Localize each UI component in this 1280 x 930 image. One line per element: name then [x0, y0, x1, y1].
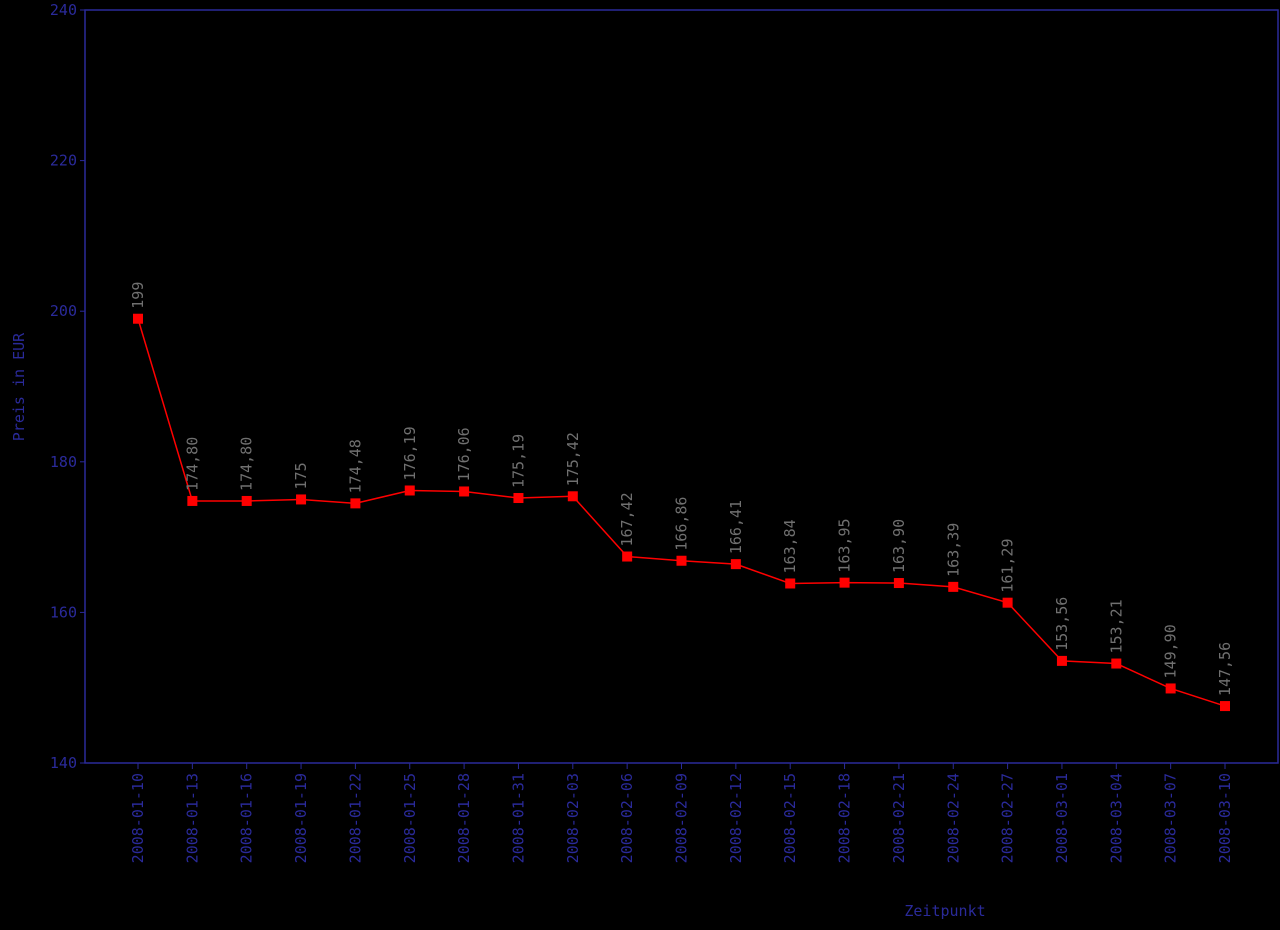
marker [730, 559, 741, 570]
data-label: 174,80 [238, 437, 256, 491]
marker [948, 581, 959, 592]
data-label: 175,42 [564, 432, 582, 486]
x-tick-label: 2008-02-27 [999, 773, 1017, 863]
data-label: 176,06 [455, 427, 473, 481]
data-label: 166,41 [727, 500, 745, 554]
data-label: 174,48 [346, 439, 364, 493]
marker [676, 555, 687, 566]
marker [567, 491, 578, 502]
data-label: 175,19 [509, 434, 527, 488]
marker [404, 485, 415, 496]
x-tick-label: 2008-03-04 [1107, 773, 1125, 863]
marker [459, 486, 470, 497]
x-tick-label: 2008-02-09 [673, 773, 691, 863]
data-label: 176,19 [401, 426, 419, 480]
x-tick-label: 2008-01-28 [455, 773, 473, 863]
marker [785, 578, 796, 589]
y-tick-label: 140 [50, 754, 77, 772]
x-tick-label: 2008-01-10 [129, 773, 147, 863]
x-tick-label: 2008-01-22 [346, 773, 364, 863]
marker [1165, 683, 1176, 694]
x-tick-label: 2008-01-25 [401, 773, 419, 863]
x-tick-label: 2008-03-07 [1162, 773, 1180, 863]
y-tick-label: 160 [50, 603, 77, 621]
marker [1111, 658, 1122, 669]
marker [622, 551, 633, 562]
data-label: 174,80 [183, 437, 201, 491]
y-tick-label: 220 [50, 152, 77, 170]
y-axis-title: Preis in EUR [10, 332, 28, 441]
x-tick-label: 2008-03-10 [1216, 773, 1234, 863]
data-label: 163,39 [944, 523, 962, 577]
x-tick-label: 2008-01-19 [292, 773, 310, 863]
x-tick-label: 2008-01-16 [238, 773, 256, 863]
x-tick-label: 2008-02-06 [618, 773, 636, 863]
x-tick-label: 2008-01-13 [183, 773, 201, 863]
x-tick-label: 2008-01-31 [509, 773, 527, 863]
plot-frame [84, 9, 1279, 764]
marker [1002, 597, 1013, 608]
x-tick-label: 2008-02-18 [836, 773, 854, 863]
x-tick-label: 2008-02-15 [781, 773, 799, 863]
data-label: 163,95 [836, 518, 854, 572]
x-tick-label: 2008-02-03 [564, 773, 582, 863]
data-label: 153,56 [1053, 597, 1071, 651]
data-label: 166,86 [673, 497, 691, 551]
x-tick-label: 2008-02-24 [944, 773, 962, 863]
data-label: 161,29 [999, 538, 1017, 592]
data-label: 153,21 [1107, 599, 1125, 653]
data-label: 147,56 [1216, 642, 1234, 696]
data-label: 199 [129, 282, 147, 309]
y-tick-label: 200 [50, 302, 77, 320]
marker [1056, 655, 1067, 666]
marker [893, 578, 904, 589]
x-axis-title: Zeitpunkt [904, 902, 985, 920]
data-label: 149,90 [1162, 624, 1180, 678]
data-label: 163,90 [890, 519, 908, 573]
x-tick-label: 2008-03-01 [1053, 773, 1071, 863]
x-tick-label: 2008-02-12 [727, 773, 745, 863]
data-label: 175 [292, 462, 310, 489]
marker [296, 494, 307, 505]
marker [350, 498, 361, 509]
x-tick-label: 2008-02-21 [890, 773, 908, 863]
marker [1220, 701, 1230, 712]
marker [241, 495, 252, 506]
marker [513, 493, 524, 504]
marker [187, 495, 198, 506]
marker [839, 577, 850, 588]
data-label: 163,84 [781, 519, 799, 573]
data-label: 167,42 [618, 492, 636, 546]
y-tick-label: 240 [50, 1, 77, 19]
marker [133, 313, 143, 324]
y-tick-label: 180 [50, 453, 77, 471]
